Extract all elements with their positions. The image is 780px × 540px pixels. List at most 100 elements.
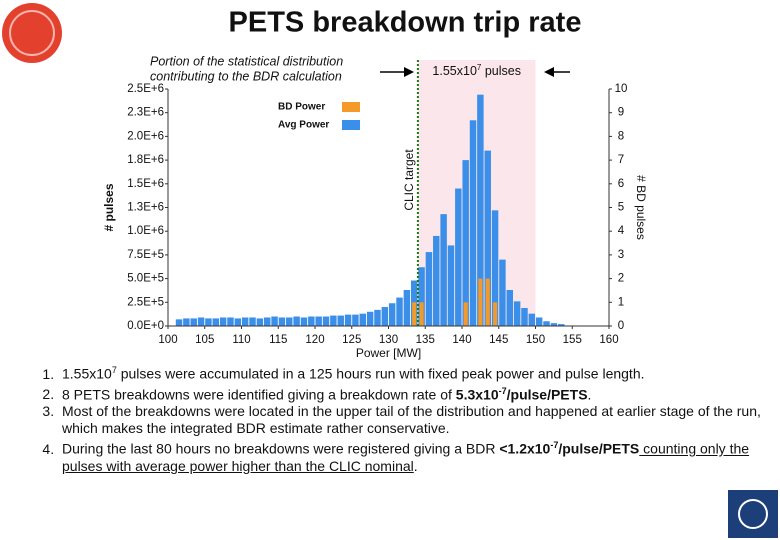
y-tick-label: 5.0E+5 (127, 273, 164, 285)
x-axis-label: Power [MW] (356, 346, 421, 360)
bar (419, 302, 424, 326)
bar (543, 321, 550, 326)
logo-box (728, 490, 778, 538)
y2-tick-label: 3 (618, 249, 624, 261)
bar (469, 120, 477, 326)
note-run: pulses were accumulated in a 125 hours r… (116, 365, 645, 382)
logo-ring (738, 499, 768, 529)
x-tick-label: 105 (195, 334, 214, 346)
y-tick-label: 2.0E+6 (127, 130, 164, 142)
note-item: Most of the breakdowns were located in t… (58, 403, 780, 437)
label-run: 7 (477, 63, 482, 72)
bar (455, 188, 462, 326)
x-tick-label: 110 (232, 334, 250, 346)
bar (535, 317, 543, 326)
bar (219, 317, 227, 326)
y2-tick-label: 0 (618, 320, 624, 332)
y2-tick-label: 2 (618, 273, 624, 285)
y-tick-label: 2.5E+6 (127, 83, 164, 95)
note-item: 8 PETS breakdowns were identified giving… (58, 383, 780, 404)
note-run: 1.55x10 (62, 365, 112, 382)
legend-label: BD Power (278, 102, 325, 113)
bar (241, 317, 249, 326)
bar (462, 160, 469, 326)
bar (440, 214, 447, 326)
bar (396, 297, 403, 326)
note-item: 1.55x107 pulses were accumulated in a 12… (58, 362, 780, 383)
x-tick-label: 145 (489, 334, 508, 346)
y-tick-label: 0.0E+0 (127, 320, 164, 332)
y2-tick-label: 10 (615, 83, 628, 95)
bar (212, 318, 220, 326)
bar (315, 316, 322, 326)
legend-label: Avg Power (278, 120, 329, 131)
note-item: During the last 80 hours no breakdowns w… (58, 437, 780, 475)
bar (528, 313, 536, 326)
bar (403, 289, 411, 326)
bar (484, 150, 491, 326)
bar (286, 317, 293, 326)
bar (506, 289, 514, 326)
bar (308, 316, 315, 326)
bar (197, 317, 205, 326)
legend-swatch (342, 102, 360, 112)
bar (485, 278, 490, 326)
arrow-head (544, 67, 554, 77)
arrow-head (404, 67, 414, 77)
y-tick-label: 1.8E+6 (127, 154, 164, 166)
bar (478, 278, 483, 326)
bar (493, 302, 498, 326)
cern-logo (728, 490, 778, 538)
bar (557, 324, 565, 326)
bar (330, 315, 337, 326)
bar (374, 309, 381, 326)
note-run: /pulse/PETS (558, 440, 640, 457)
bar (381, 307, 389, 326)
y-axis-label: # pulses (102, 183, 116, 231)
x-tick-label: 135 (416, 334, 435, 346)
y-tick-label: 7.5E+5 (127, 249, 164, 261)
bar (190, 318, 197, 326)
label-run: 1.55x10 (432, 64, 477, 78)
bar (234, 318, 242, 326)
bar (491, 210, 499, 326)
bar (521, 307, 528, 326)
note-run: counting only the pulses with average po… (62, 440, 750, 474)
note-run: . (413, 457, 418, 474)
bar (499, 259, 506, 326)
y-tick-label: 1.3E+6 (127, 202, 164, 214)
legend-swatch (342, 120, 360, 130)
note-run: 7 (111, 365, 117, 375)
x-tick-label: 130 (379, 334, 398, 346)
bar (463, 302, 468, 326)
bar (359, 313, 367, 326)
chart-title: PETS breakdown trip rate (229, 7, 582, 39)
x-tick-label: 150 (526, 334, 545, 346)
plot-area: 1.55x107 pulses Portion of the statistica… (102, 54, 648, 360)
note-run: During the last 80 hours no breakdowns w… (62, 440, 500, 457)
bar (477, 94, 484, 326)
bar (425, 252, 433, 326)
bar (337, 315, 344, 326)
annotation: Portion of the statistical distribution (150, 54, 343, 68)
y-tick-label: 1.0E+6 (127, 225, 164, 237)
bar (256, 318, 264, 326)
bar (433, 235, 440, 326)
x-tick-label: 120 (305, 334, 324, 346)
bar (366, 311, 374, 326)
bar (412, 302, 417, 326)
note-run: -7 (498, 385, 507, 396)
bar (418, 267, 425, 326)
bar (205, 318, 212, 326)
label-run: pulses (481, 64, 521, 78)
y2-tick-label: 4 (618, 225, 625, 237)
y-tick-label: 1.5E+6 (127, 178, 164, 190)
note-run: 8 PETS breakdowns were identified giving… (62, 386, 456, 403)
bar (175, 319, 183, 326)
note-run: Most of the breakdowns were located in t… (62, 403, 761, 437)
note-run: /pulse/PETS (506, 386, 588, 403)
x-tick-label: 155 (563, 334, 582, 346)
y2-tick-label: 9 (618, 107, 624, 119)
note-run: <1.2x10 (499, 440, 551, 457)
